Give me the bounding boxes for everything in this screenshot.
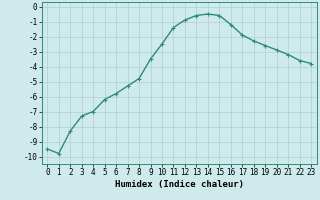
X-axis label: Humidex (Indice chaleur): Humidex (Indice chaleur): [115, 180, 244, 189]
